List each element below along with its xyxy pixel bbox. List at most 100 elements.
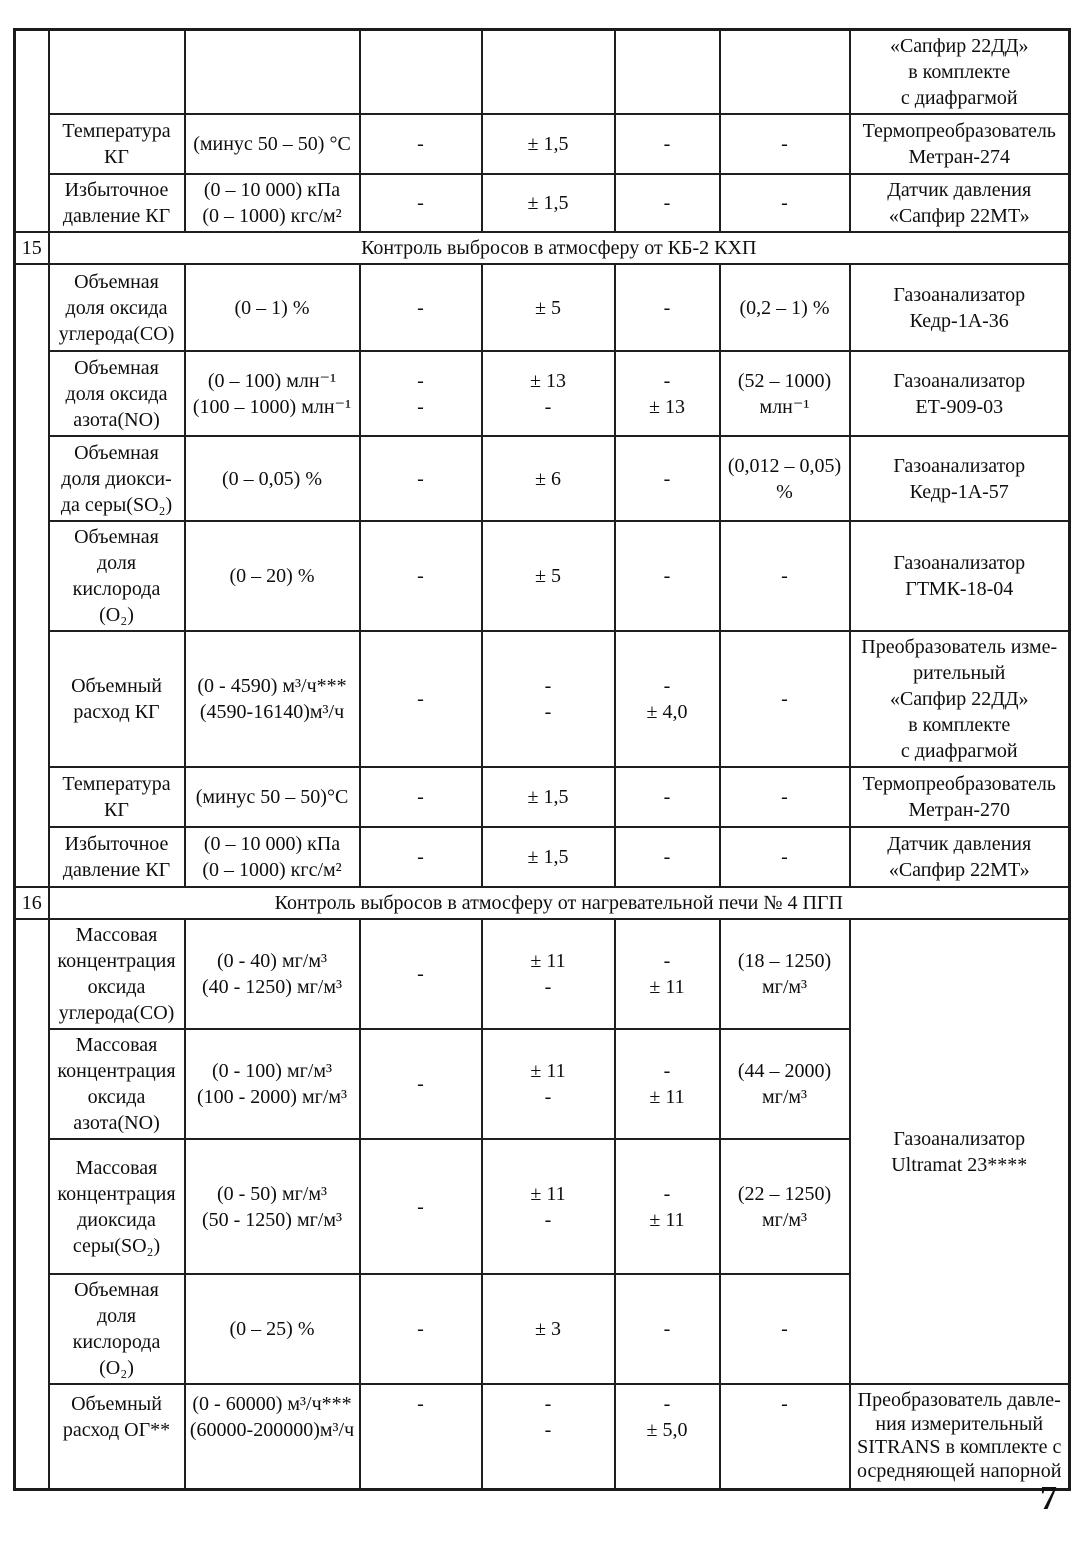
param-cell: Массовая концентрация оксида углерода(СО… bbox=[47, 918, 186, 1030]
value-cell: ± 3 bbox=[480, 1273, 616, 1385]
value-cell: - bbox=[718, 113, 851, 175]
value-cell: - - bbox=[480, 630, 616, 768]
section-header-row: 16 Контроль выбросов в атмосферу от нагр… bbox=[13, 886, 1071, 920]
value-cell: - bbox=[358, 826, 483, 888]
table-row: Объемная доля оксида азота(NO) (0 – 100)… bbox=[15, 350, 1071, 437]
value-cell: - ± 11 bbox=[613, 918, 721, 1030]
value-cell: - bbox=[613, 520, 721, 632]
section-title: Контроль выбросов в атмосферу от нагрева… bbox=[47, 886, 1071, 920]
value-cell: - bbox=[358, 113, 483, 175]
value-cell: - bbox=[358, 1138, 483, 1275]
param-cell: Объемная доля кислорода (О₂) bbox=[47, 1273, 186, 1385]
value-cell: ± 5 bbox=[480, 263, 616, 352]
value-cell: ± 1,5 bbox=[480, 113, 616, 175]
range-cell: (минус 50 – 50) °С bbox=[183, 113, 361, 175]
empty-cell bbox=[718, 28, 851, 115]
value-cell: - bbox=[613, 173, 721, 233]
equipment-cell: Газоанализатор ЕТ-909-03 bbox=[848, 350, 1071, 437]
value-cell: - - bbox=[480, 1383, 616, 1490]
param-cell: Объемный расход КГ bbox=[47, 630, 186, 768]
value-cell: - bbox=[613, 263, 721, 352]
value-cell: - ± 4,0 bbox=[613, 630, 721, 768]
value-cell: (18 – 1250) мг/м³ bbox=[718, 918, 851, 1030]
param-cell: Объемная доля диокси- да серы(SO₂) bbox=[47, 435, 186, 522]
value-cell: - bbox=[613, 113, 721, 175]
row-number-cell bbox=[13, 918, 50, 1490]
value-cell: ± 11 - bbox=[480, 1028, 616, 1140]
value-cell: - bbox=[613, 826, 721, 888]
value-cell: ± 1,5 bbox=[480, 826, 616, 888]
table-row: Объемный расход ОГ** (0 - 60000) м³/ч***… bbox=[15, 1383, 1071, 1490]
range-cell: (0 – 20) % bbox=[183, 520, 361, 632]
range-cell: (0 - 40) мг/м³ (40 - 1250) мг/м³ bbox=[183, 918, 361, 1030]
section-number: 15 bbox=[13, 231, 50, 265]
empty-cell bbox=[358, 28, 483, 115]
value-cell: - ± 13 bbox=[613, 350, 721, 437]
equipment-cell: Газоанализатор Ultramat 23**** bbox=[848, 918, 1071, 1385]
section-header-row: 15 Контроль выбросов в атмосферу от КБ-2… bbox=[13, 231, 1071, 265]
value-cell: - ± 11 bbox=[613, 1028, 721, 1140]
equipment-cell: Газоанализатор Кедр-1А-57 bbox=[848, 435, 1071, 522]
empty-cell bbox=[613, 28, 721, 115]
equipment-cell: Датчик давления «Сапфир 22МТ» bbox=[848, 173, 1071, 233]
empty-cell bbox=[47, 28, 186, 115]
value-cell: - bbox=[358, 173, 483, 233]
range-cell: (0 – 1) % bbox=[183, 263, 361, 352]
value-cell: - - bbox=[358, 350, 483, 437]
param-cell: Избыточное давление КГ bbox=[47, 826, 186, 888]
param-cell: Массовая концентрация оксида азота(NO) bbox=[47, 1028, 186, 1140]
value-cell: - bbox=[358, 263, 483, 352]
value-cell: - bbox=[358, 1383, 483, 1490]
value-cell: - bbox=[718, 1273, 851, 1385]
value-cell: - bbox=[358, 918, 483, 1030]
value-cell: ± 13 - bbox=[480, 350, 616, 437]
equipment-cell: Преобразователь изме- рительный «Сапфир … bbox=[848, 630, 1071, 768]
section-title: Контроль выбросов в атмосферу от КБ-2 КХ… bbox=[47, 231, 1071, 265]
table-row: Массовая концентрация оксида углерода(СО… bbox=[13, 918, 1071, 1490]
table-row: Массовая концентрация диоксида серы(SO₂)… bbox=[15, 1138, 1070, 1275]
table-row: Избыточное давление КГ (0 – 10 000) кПа … bbox=[15, 173, 1071, 233]
value-cell: - bbox=[718, 520, 851, 632]
equipment-cell: Преобразователь давле- ния измерительный… bbox=[848, 1383, 1071, 1490]
table-row: Объемная доля диокси- да серы(SO₂) (0 – … bbox=[15, 435, 1071, 522]
value-cell: - bbox=[718, 630, 851, 768]
value-cell: - bbox=[718, 1383, 851, 1490]
value-cell: - bbox=[718, 826, 851, 888]
param-cell: Избыточное давление КГ bbox=[47, 173, 186, 233]
table-row: Массовая концентрация оксида азота(NO) (… bbox=[15, 1028, 1070, 1140]
table-row: «Сапфир 22ДД» в комплекте с диафрагмой bbox=[13, 28, 1071, 233]
param-cell: Массовая концентрация диоксида серы(SO₂) bbox=[47, 1138, 186, 1275]
value-cell: - bbox=[358, 1273, 483, 1385]
table-row: Избыточное давление КГ (0 – 10 000) кПа … bbox=[15, 826, 1071, 888]
value-cell: ± 11 - bbox=[480, 918, 616, 1030]
value-cell: - bbox=[358, 630, 483, 768]
table-row: Объемная доля кислорода (О₂) (0 – 25) % … bbox=[15, 1273, 1070, 1385]
value-cell: (0,2 – 1) % bbox=[718, 263, 851, 352]
row-number-cell bbox=[13, 263, 50, 888]
value-cell: ± 1,5 bbox=[480, 173, 616, 233]
equipment-cell: Термопреобразователь Метран-274 bbox=[848, 113, 1071, 175]
section-number: 16 bbox=[13, 886, 50, 920]
value-cell: - bbox=[718, 173, 851, 233]
range-cell: (0 – 0,05) % bbox=[183, 435, 361, 522]
value-cell: - bbox=[613, 766, 721, 828]
value-cell: - ± 5,0 bbox=[613, 1383, 721, 1490]
range-cell: (0 – 100) млн⁻¹ (100 – 1000) млн⁻¹ bbox=[183, 350, 361, 437]
page-number: 7 bbox=[1040, 1480, 1057, 1517]
value-cell: - bbox=[613, 435, 721, 522]
value-cell: - bbox=[358, 766, 483, 828]
equipment-cell: Датчик давления «Сапфир 22МТ» bbox=[848, 826, 1071, 888]
value-cell: - bbox=[358, 520, 483, 632]
value-cell: - bbox=[358, 435, 483, 522]
param-cell: Объемная доля оксида углерода(СО) bbox=[47, 263, 186, 352]
range-cell: (0 - 4590) м³/ч*** (4590-16140)м³/ч bbox=[183, 630, 361, 768]
param-cell: Объемный расход ОГ** bbox=[47, 1383, 186, 1490]
value-cell: - ± 11 bbox=[613, 1138, 721, 1275]
equipment-cell: Термопреобразователь Метран-270 bbox=[848, 766, 1071, 828]
param-cell: Объемная доля оксида азота(NO) bbox=[47, 350, 186, 437]
range-cell: (0 - 50) мг/м³ (50 - 1250) мг/м³ bbox=[183, 1138, 361, 1275]
equipment-cell: Газоанализатор Кедр-1А-36 bbox=[848, 263, 1071, 352]
value-cell: (52 – 1000) млн⁻¹ bbox=[718, 350, 851, 437]
row-number-cell bbox=[13, 28, 50, 233]
